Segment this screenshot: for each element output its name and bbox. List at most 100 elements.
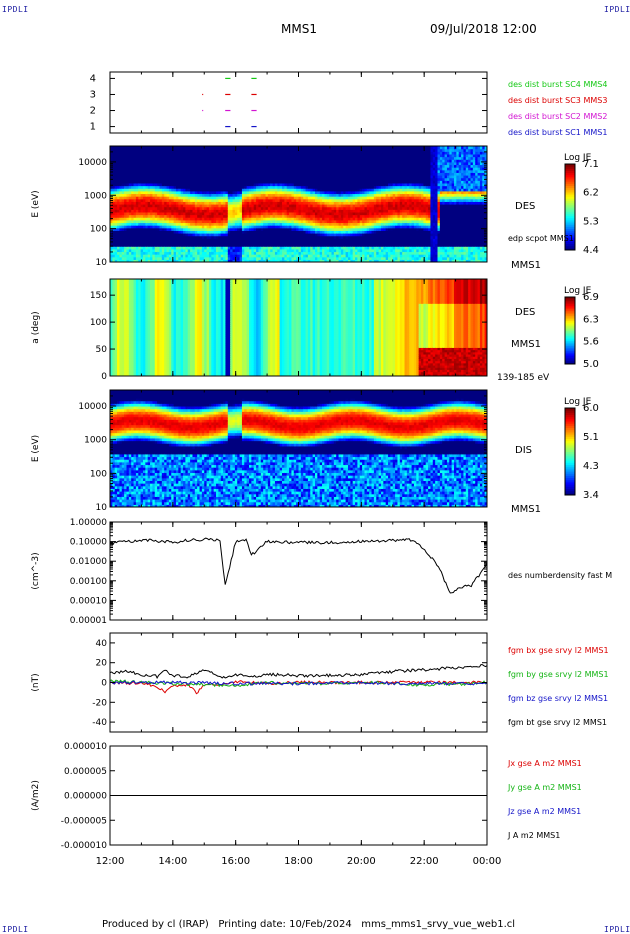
spectrogram-cell <box>279 230 283 234</box>
spectrogram-cell <box>227 254 231 258</box>
spectrogram-cell <box>147 243 151 247</box>
spectrogram-cell <box>135 153 139 158</box>
spectrogram-cell <box>223 177 227 181</box>
spectrogram-cell <box>303 209 307 213</box>
spectrogram-cell <box>164 225 168 229</box>
spectrogram-cell <box>274 204 278 208</box>
spectrogram-cell <box>303 153 307 158</box>
spectrogram-cell <box>314 190 318 195</box>
spectrogram-cell <box>216 159 219 163</box>
spectrogram-cell <box>201 188 205 192</box>
spectrogram-cell <box>277 180 281 184</box>
spectrogram-cell <box>185 230 189 234</box>
spectrogram-cell <box>307 243 311 247</box>
spectrogram-cell <box>135 188 139 192</box>
spectrogram-cell <box>331 156 335 160</box>
spectrogram-cell <box>251 227 255 231</box>
spectrogram-cell <box>319 204 323 208</box>
spectrogram-cell <box>369 151 373 155</box>
spectrogram-cell <box>178 233 182 237</box>
spectrogram-cell <box>208 188 212 192</box>
spectrogram-cell <box>187 177 191 181</box>
spectrogram-cell <box>199 251 203 255</box>
spectrogram-cell <box>303 243 307 247</box>
spectrogram-cell <box>220 204 224 208</box>
spectrogram-cell <box>131 151 135 155</box>
spectrogram-cell <box>270 217 274 221</box>
spectrogram-cell <box>270 251 274 255</box>
spectrogram-cell <box>227 209 231 213</box>
spectrogram-cell <box>223 238 227 242</box>
spectrogram-cell <box>213 172 217 176</box>
spectrogram-cell <box>199 222 203 226</box>
spectrogram-cell <box>260 148 264 152</box>
spectrogram-cell <box>223 230 227 234</box>
spectrogram-cell <box>150 248 154 253</box>
spectrogram-cell <box>135 146 139 150</box>
spectrogram-cell <box>284 222 288 226</box>
spectrogram-cell <box>249 156 252 160</box>
spectrogram-cell <box>376 256 380 260</box>
spectrogram-cell <box>206 161 210 166</box>
spectrogram-cell <box>230 233 234 237</box>
spectrogram-cell <box>190 222 194 226</box>
spectrogram-cell <box>121 185 125 189</box>
spectrogram-cell <box>157 256 161 260</box>
spectrogram-cell <box>256 259 260 262</box>
spectrogram-cell <box>347 259 351 262</box>
spectrogram-cell <box>267 211 271 216</box>
spectrogram-cell <box>249 230 252 234</box>
spectrogram-cell <box>194 222 198 226</box>
spectrogram-cell <box>147 219 151 224</box>
spectrogram-cell <box>369 230 373 234</box>
spectrogram-cell <box>180 156 184 160</box>
spectrogram-cell <box>343 238 347 242</box>
spectrogram-cell <box>187 153 191 158</box>
spectrogram-cell <box>355 230 359 234</box>
spectrogram-cell <box>220 193 224 197</box>
spectrogram-cell <box>307 256 311 260</box>
spectrogram-cell <box>322 180 326 184</box>
spectrogram-cell <box>267 251 271 255</box>
spectrogram-cell <box>331 240 335 245</box>
spectrogram-cell <box>241 217 245 221</box>
spectrogram-cell <box>190 238 194 242</box>
spectrogram-cell <box>164 188 168 192</box>
spectrogram-cell <box>258 196 262 200</box>
spectrogram-cell <box>303 256 307 260</box>
spectrogram-cell <box>272 193 276 197</box>
spectrogram-cell <box>282 256 285 260</box>
spectrogram-cell <box>305 206 309 210</box>
spectrogram-cell <box>289 190 293 195</box>
spectrogram-cell <box>110 233 113 237</box>
spectrogram-cell <box>157 248 161 253</box>
spectrogram-cell <box>305 248 309 253</box>
spectrogram-cell <box>312 227 316 231</box>
spectrogram-cell <box>282 211 285 216</box>
spectrogram-cell <box>234 180 238 184</box>
spectrogram-cell <box>190 169 194 173</box>
spectrogram-cell <box>185 251 189 255</box>
spectrogram-cell <box>284 198 288 202</box>
spectrogram-cell <box>185 238 189 242</box>
spectrogram-cell <box>355 190 359 195</box>
spectrogram-cell <box>277 177 281 181</box>
spectrogram-cell <box>112 238 116 242</box>
spectrogram-cell <box>159 217 163 221</box>
spectrogram-cell <box>355 156 359 160</box>
spectrogram-cell <box>293 180 297 184</box>
spectrogram-cell <box>352 233 356 237</box>
spectrogram-cell <box>164 248 168 253</box>
spectrogram-cell <box>314 251 318 255</box>
spectrogram-cell <box>150 235 154 239</box>
spectrogram-cell <box>192 238 196 242</box>
spectrogram-cell <box>303 238 307 242</box>
spectrogram-cell <box>190 256 194 260</box>
spectrogram-cell <box>272 151 276 155</box>
spectrogram-cell <box>343 169 347 173</box>
spectrogram-cell <box>121 182 125 187</box>
spectrogram-cell <box>164 146 168 150</box>
spectrogram-cell <box>279 214 283 218</box>
spectrogram-cell <box>326 196 330 200</box>
spectrogram-cell <box>135 238 139 242</box>
